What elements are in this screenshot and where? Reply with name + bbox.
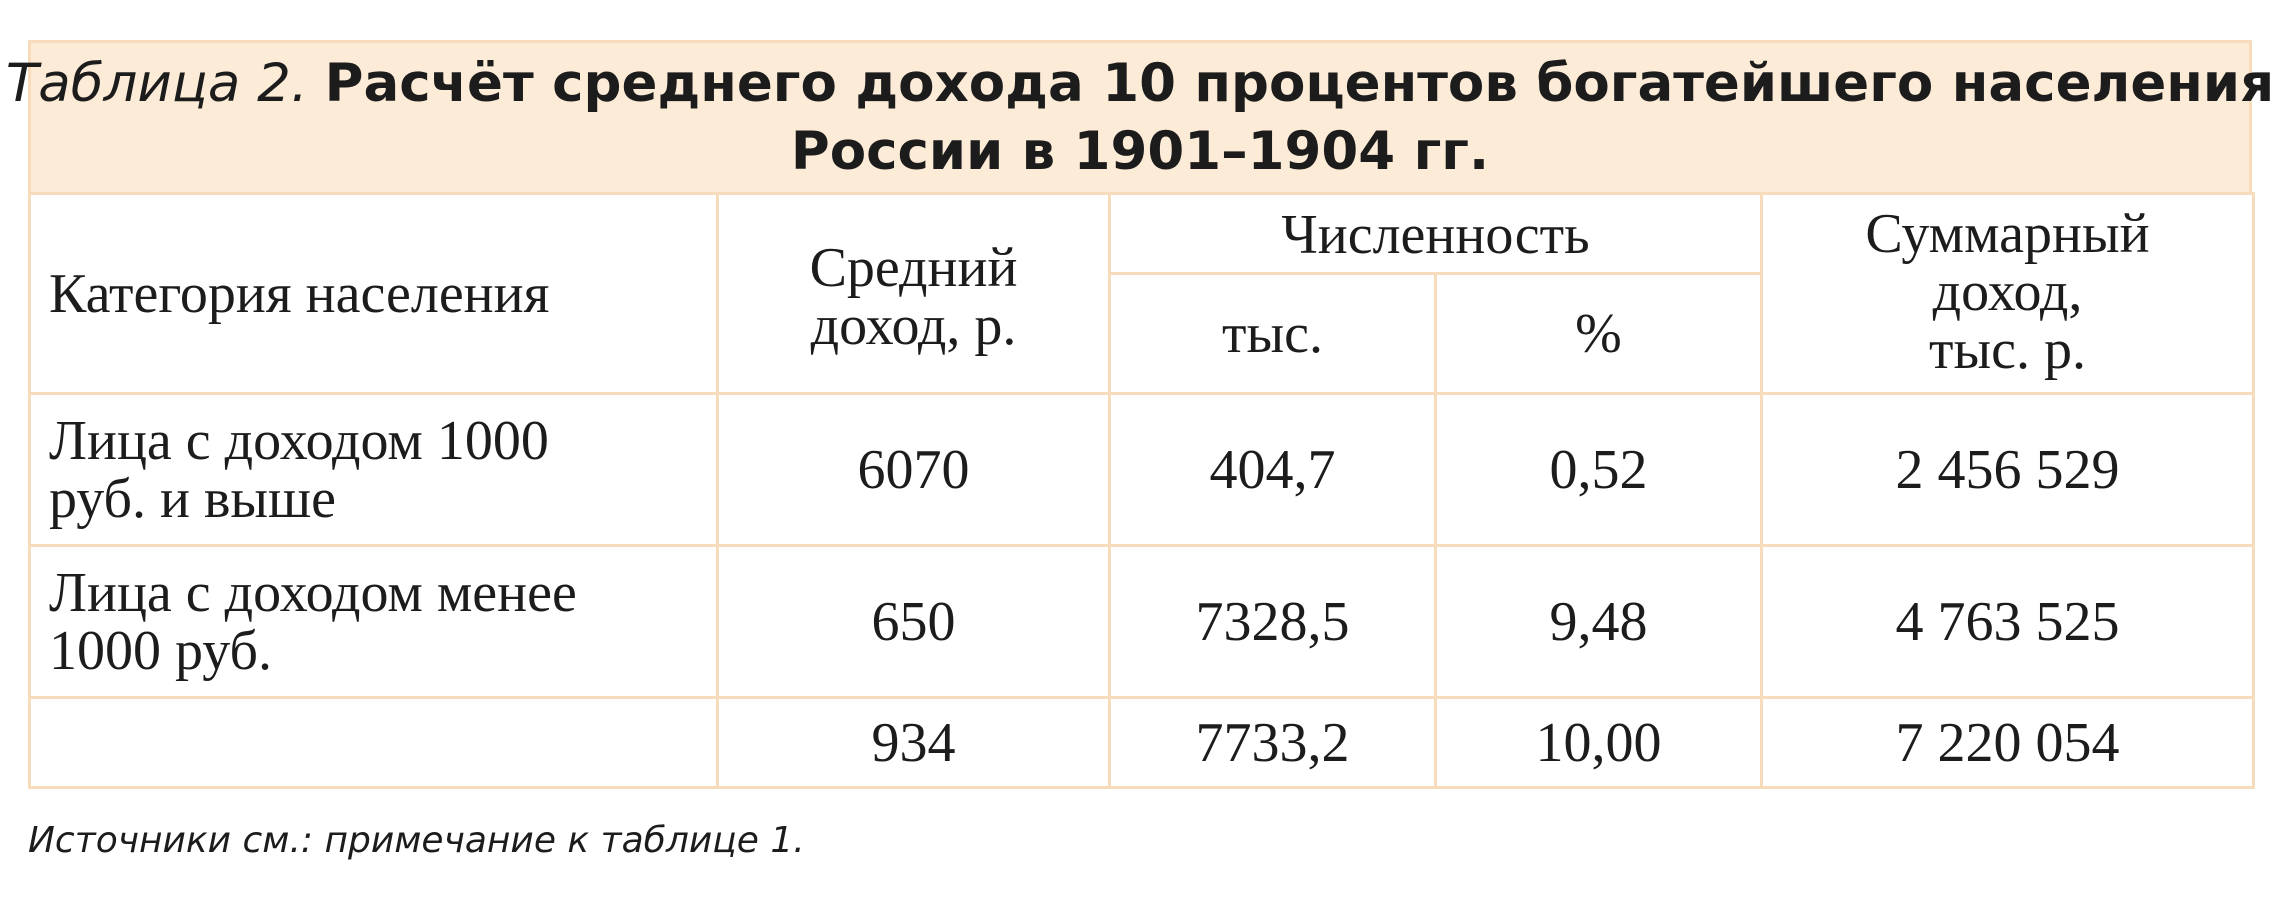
row-count-thousands: 7328,5 xyxy=(1108,544,1437,699)
row-category-line-1: Лица с доходом менее xyxy=(49,561,577,624)
row-average-income: 934 xyxy=(716,696,1111,789)
header-row-1: Категория населения Средний доход, р. Чи… xyxy=(28,192,2255,395)
row-category-line-2: 1000 руб. xyxy=(49,619,273,682)
row-average-income: 6070 xyxy=(716,392,1111,547)
data-table: Категория населения Средний доход, р. Чи… xyxy=(28,192,2255,789)
income-table: Таблица 2. Расчёт среднего дохода 10 про… xyxy=(6,40,2274,789)
header-count-thousands: тыс. xyxy=(1108,272,1437,395)
row-category-empty xyxy=(28,696,719,789)
header-count-percent: % xyxy=(1434,272,1763,395)
header-average-income-line-1: Средний xyxy=(809,236,1018,299)
row-category-line-1: Лица с доходом 1000 xyxy=(49,409,549,472)
header-average-income-line-2: доход, р. xyxy=(810,294,1017,357)
table-title: Таблица 2. Расчёт среднего дохода 10 про… xyxy=(6,40,2274,192)
row-total-income: 4 763 525 xyxy=(1760,544,2255,699)
header-total-income-line-1: Суммарный xyxy=(1865,203,2150,265)
row-total-income: 2 456 529 xyxy=(1760,392,2255,547)
title-line-1: Таблица 2. Расчёт среднего дохода 10 про… xyxy=(6,50,2274,118)
row-category: Лица с доходом 1000 руб. и выше xyxy=(28,392,719,547)
header-count: Численность xyxy=(1108,192,1763,275)
header-total-income-line-2: доход, xyxy=(1932,261,2083,323)
table-footnote: Источники см.: примечание к таблице 1. xyxy=(28,820,805,861)
header-category: Категория населения xyxy=(28,192,719,395)
row-count-thousands: 7733,2 xyxy=(1108,696,1437,789)
header-total-income-line-3: тыс. р. xyxy=(1929,319,2086,381)
title-prefix: Таблица 2. xyxy=(5,52,308,114)
title-line-2: России в 1901–1904 гг. xyxy=(790,120,1490,182)
header-average-income: Средний доход, р. xyxy=(716,192,1111,395)
header-row-2: тыс. % xyxy=(30,272,2254,395)
table-row: Лица с доходом 1000 руб. и выше 6070 404… xyxy=(28,392,2255,547)
row-count-thousands: 404,7 xyxy=(1108,392,1437,547)
row-average-income: 650 xyxy=(716,544,1111,699)
row-count-percent: 10,00 xyxy=(1434,696,1763,789)
row-total-income: 7 220 054 xyxy=(1760,696,2255,789)
row-count-percent: 9,48 xyxy=(1434,544,1763,699)
table-row: Лица с доходом менее 1000 руб. 650 7328,… xyxy=(28,544,2255,699)
title-main: Расчёт среднего дохода 10 процентов бога… xyxy=(324,52,2275,114)
table-row-total: 934 7733,2 10,00 7 220 054 xyxy=(28,696,2255,789)
row-count-percent: 0,52 xyxy=(1434,392,1763,547)
header-total-income: Суммарный доход, тыс. р. xyxy=(1760,192,2255,395)
row-category-line-2: руб. и выше xyxy=(49,467,337,530)
row-category: Лица с доходом менее 1000 руб. xyxy=(28,544,719,699)
